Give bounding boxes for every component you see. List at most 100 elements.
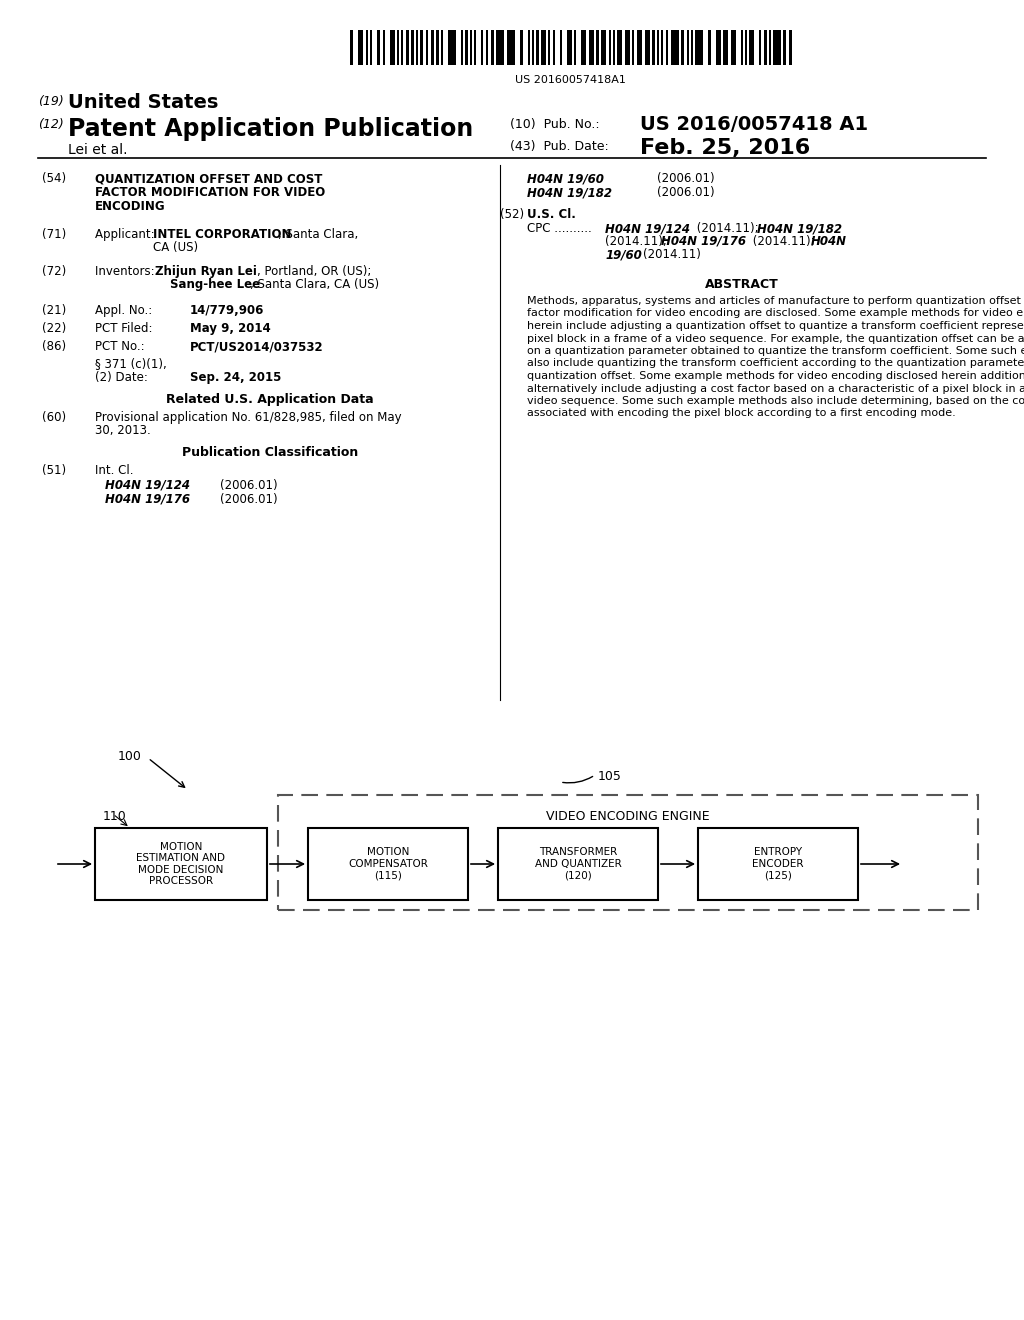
Text: H04N 19/176: H04N 19/176 [105, 492, 190, 506]
Bar [574, 30, 575, 65]
Bar [95, 828, 267, 900]
Text: VIDEO ENCODING ENGINE: VIDEO ENCODING ENGINE [546, 810, 710, 822]
Bar [687, 30, 689, 65]
Bar [581, 30, 586, 65]
Text: factor modification for video encoding are disclosed. Some example methods for v: factor modification for video encoding a… [527, 309, 1024, 318]
Text: Provisional application No. 61/828,985, filed on May: Provisional application No. 61/828,985, … [95, 411, 401, 424]
Text: alternatively include adjusting a cost factor based on a characteristic of a pix: alternatively include adjusting a cost f… [527, 384, 1024, 393]
Text: (43)  Pub. Date:: (43) Pub. Date: [510, 140, 608, 153]
Text: 30, 2013.: 30, 2013. [95, 424, 151, 437]
Text: CPC ..........: CPC .......... [527, 222, 592, 235]
Bar [731, 30, 736, 65]
Bar [596, 30, 599, 65]
Text: (72): (72) [42, 265, 67, 279]
Text: ENCODING: ENCODING [95, 201, 166, 213]
Bar [520, 30, 523, 65]
Text: Methods, apparatus, systems and articles of manufacture to perform quantization : Methods, apparatus, systems and articles… [527, 296, 1024, 306]
Text: (2014.11);: (2014.11); [749, 235, 818, 248]
Bar [383, 30, 385, 65]
Text: , Santa Clara, CA (US): , Santa Clara, CA (US) [250, 279, 379, 290]
Text: Feb. 25, 2016: Feb. 25, 2016 [640, 139, 810, 158]
Bar [790, 30, 792, 65]
Text: FACTOR MODIFICATION FOR VIDEO: FACTOR MODIFICATION FOR VIDEO [95, 186, 326, 199]
Bar [716, 30, 721, 65]
Bar [708, 30, 711, 65]
Text: (2014.11): (2014.11) [643, 248, 700, 261]
Bar [350, 30, 353, 65]
Text: (12): (12) [38, 117, 63, 131]
Bar [695, 30, 703, 65]
Text: 14/779,906: 14/779,906 [190, 304, 264, 317]
Text: PCT Filed:: PCT Filed: [95, 322, 153, 335]
Text: (2014.11);: (2014.11); [605, 235, 671, 248]
Text: INTEL CORPORATION: INTEL CORPORATION [153, 228, 292, 242]
Text: ENTROPY
ENCODER
(125): ENTROPY ENCODER (125) [753, 847, 804, 880]
Text: PCT No.:: PCT No.: [95, 341, 144, 352]
Bar [470, 30, 472, 65]
Bar [666, 30, 668, 65]
Bar [441, 30, 443, 65]
Text: Applicant:: Applicant: [95, 228, 162, 242]
Bar [617, 30, 622, 65]
Text: Publication Classification: Publication Classification [182, 446, 358, 459]
Bar [773, 30, 781, 65]
Text: also include quantizing the transform coefficient according to the quantization : also include quantizing the transform co… [527, 359, 1024, 368]
Text: (2006.01): (2006.01) [220, 492, 278, 506]
Text: H04N 19/176: H04N 19/176 [662, 235, 746, 248]
Bar [783, 30, 786, 65]
Bar [613, 30, 615, 65]
Text: (60): (60) [42, 411, 67, 424]
Text: 105: 105 [598, 770, 622, 783]
Text: Appl. No.:: Appl. No.: [95, 304, 153, 317]
Text: MOTION
COMPENSATOR
(115): MOTION COMPENSATOR (115) [348, 847, 428, 880]
Bar [691, 30, 693, 65]
Bar [390, 30, 395, 65]
Bar [426, 30, 428, 65]
Text: MOTION
ESTIMATION AND
MODE DECISION
PROCESSOR: MOTION ESTIMATION AND MODE DECISION PROC… [136, 842, 225, 887]
Bar [662, 30, 663, 65]
Text: (2) Date:: (2) Date: [95, 371, 147, 384]
Text: US 20160057418A1: US 20160057418A1 [515, 75, 626, 84]
Text: Zhijun Ryan Lei: Zhijun Ryan Lei [155, 265, 257, 279]
Bar [764, 30, 767, 65]
Bar [461, 30, 463, 65]
Bar [745, 30, 746, 65]
Text: Related U.S. Application Data: Related U.S. Application Data [166, 393, 374, 407]
Bar [401, 30, 403, 65]
Text: (19): (19) [38, 95, 63, 108]
Bar [645, 30, 650, 65]
Bar [548, 30, 550, 65]
Bar [723, 30, 728, 65]
Bar [397, 30, 399, 65]
Bar [759, 30, 761, 65]
Text: Sang-hee Lee: Sang-hee Lee [170, 279, 260, 290]
Text: Int. Cl.: Int. Cl. [95, 465, 133, 477]
Bar [632, 30, 634, 65]
Bar [278, 795, 978, 909]
Bar [769, 30, 771, 65]
Text: H04N 19/182: H04N 19/182 [527, 186, 612, 199]
Text: (2014.11);: (2014.11); [693, 222, 763, 235]
Text: US 2016/0057418 A1: US 2016/0057418 A1 [640, 115, 868, 135]
Bar [652, 30, 655, 65]
Bar [657, 30, 659, 65]
Bar [370, 30, 372, 65]
Bar [496, 30, 504, 65]
Text: H04N 19/182: H04N 19/182 [757, 222, 842, 235]
Bar [698, 828, 858, 900]
Text: (2006.01): (2006.01) [657, 186, 715, 199]
Text: 19/60: 19/60 [605, 248, 642, 261]
Text: (51): (51) [42, 465, 67, 477]
Bar [567, 30, 572, 65]
Bar [431, 30, 434, 65]
Bar [749, 30, 754, 65]
Bar [449, 30, 456, 65]
Text: on a quantization parameter obtained to quantize the transform coefficient. Some: on a quantization parameter obtained to … [527, 346, 1024, 356]
Text: 110: 110 [103, 810, 127, 822]
Text: QUANTIZATION OFFSET AND COST: QUANTIZATION OFFSET AND COST [95, 172, 323, 185]
Bar [406, 30, 409, 65]
Bar [589, 30, 594, 65]
Bar [465, 30, 468, 65]
Bar [474, 30, 476, 65]
Bar [486, 30, 488, 65]
